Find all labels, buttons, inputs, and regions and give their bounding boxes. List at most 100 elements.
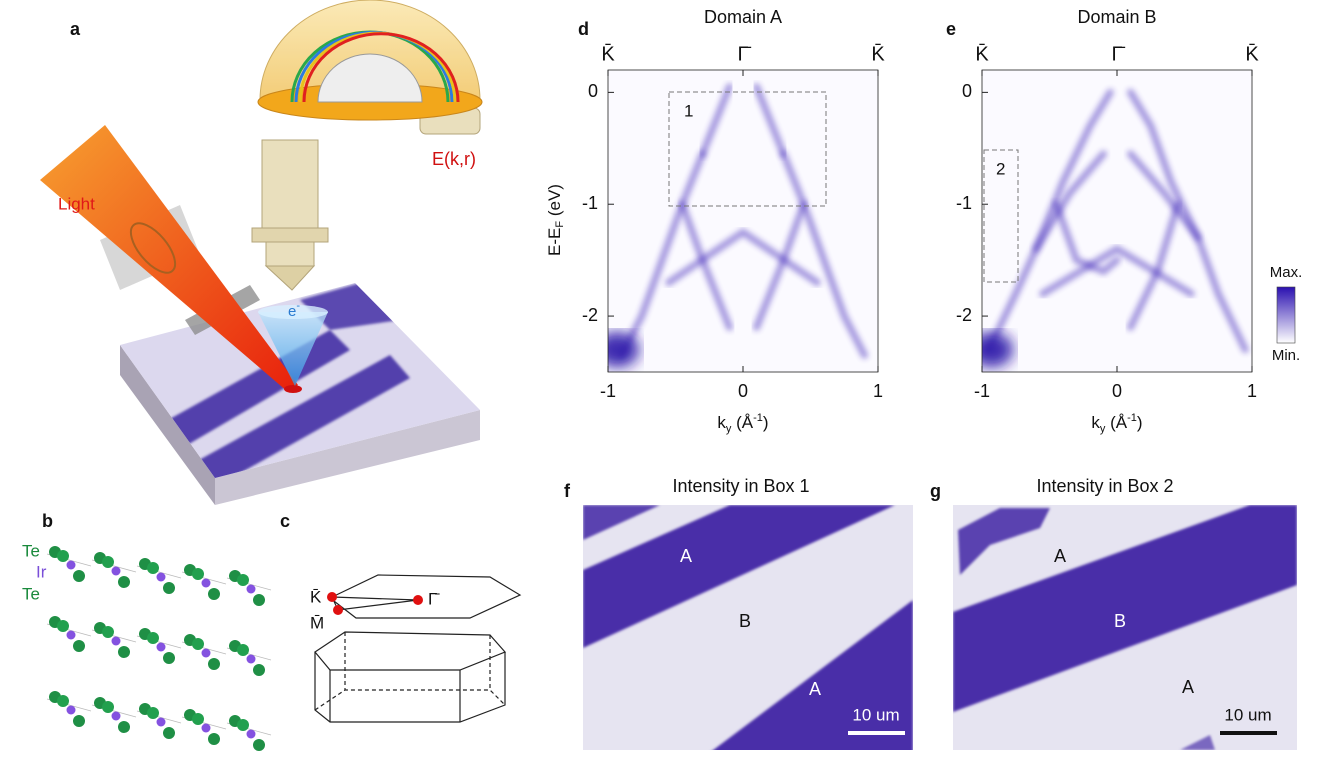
crystal-structure (46, 546, 272, 751)
bz-path (331, 596, 419, 611)
x-tick-label: -1 (600, 381, 616, 401)
symmetry-label: K̄ (975, 42, 989, 65)
band (665, 227, 821, 287)
panel-label: e (946, 19, 956, 39)
panel-label: b (42, 511, 53, 531)
analyzer-column (261, 139, 319, 231)
te-atom (237, 719, 249, 731)
te-atom (163, 727, 175, 739)
point-label: M̄ (310, 613, 324, 632)
band (1032, 150, 1107, 253)
y-tick-label: 0 (962, 81, 972, 101)
panel-title: Domain A (704, 7, 782, 27)
domain-stripe (583, 505, 895, 648)
band (985, 88, 1114, 354)
beam-spot (284, 385, 302, 393)
panel-label: f (564, 481, 571, 501)
label-sub: y (1100, 423, 1106, 435)
box-1 (668, 91, 827, 207)
band (1127, 88, 1249, 354)
symmetry-label: Γ̄ (737, 43, 751, 65)
point-label: K̄ (310, 587, 322, 606)
te-atom (118, 576, 130, 588)
symmetry-label: K̄ (601, 42, 615, 65)
label-sub: F (554, 221, 566, 228)
domain-label: B (1114, 611, 1126, 631)
arpes-map (608, 70, 878, 372)
x-tick-label: 1 (873, 381, 883, 401)
panel-label: c (280, 511, 290, 531)
label-unit: (Å (1105, 413, 1127, 432)
m-point (333, 605, 343, 615)
colorbar-max: Max. (1270, 264, 1303, 281)
ir-atom (156, 642, 166, 652)
point-label: Γ̄ (428, 589, 440, 608)
te-atom (102, 626, 114, 638)
ir-atom (246, 584, 256, 594)
ir-atom (111, 636, 121, 646)
sample-side (215, 410, 480, 505)
map-background (982, 70, 1252, 372)
ir-atom (66, 630, 76, 640)
ir-atom (201, 723, 211, 733)
electron-cone (258, 312, 328, 386)
te-atom (118, 646, 130, 658)
symmetry-label: Γ̄ (1111, 43, 1125, 65)
band (1039, 244, 1195, 298)
intensity-blob (608, 331, 640, 368)
ir-atom (156, 572, 166, 582)
box-2 (983, 149, 1019, 283)
y-axis-label: E-EF (eV) (545, 184, 565, 256)
y-tick-label: 0 (588, 81, 598, 101)
electron-label: e- (288, 300, 300, 320)
box-label: 2 (996, 159, 1005, 178)
map-background (608, 70, 878, 372)
box-label: 1 (684, 101, 693, 120)
ir-atom (111, 566, 121, 576)
colorbar-min: Min. (1272, 347, 1300, 364)
domain-stripe (583, 505, 660, 540)
panel-title: Domain B (1077, 7, 1156, 27)
domain-label: B (739, 611, 751, 631)
domain-label: A (680, 546, 692, 566)
domain-label: A (809, 679, 821, 699)
atom-label: Te (22, 541, 40, 560)
surface-bz (328, 574, 522, 619)
ir-atom (156, 717, 166, 727)
panel-label: d (578, 19, 589, 39)
te-atom (147, 632, 159, 644)
energy-label: E(k,r) (432, 149, 476, 169)
symmetry-label: K̄ (871, 42, 885, 65)
te-atom (163, 652, 175, 664)
bulk-bz-hidden (314, 689, 506, 711)
te-atom (57, 550, 69, 562)
brillouin-zone (314, 574, 522, 723)
x-tick-label: -1 (974, 381, 990, 401)
te-atom (192, 713, 204, 725)
band (618, 150, 706, 359)
arpes-map (982, 70, 1252, 372)
te-atom (237, 574, 249, 586)
label-main: E-E (545, 228, 564, 256)
band (1127, 150, 1202, 242)
band (780, 150, 868, 359)
te-atom (253, 664, 265, 676)
ir-atom (201, 648, 211, 658)
ir-atom (66, 560, 76, 570)
analyzer-column (265, 241, 315, 267)
panel-label: g (930, 481, 941, 501)
panel-label: a (70, 19, 81, 39)
electron-cone (258, 305, 328, 319)
te-atom (163, 582, 175, 594)
te-atom (118, 721, 130, 733)
label-main: k (717, 413, 726, 432)
symmetry-label: K̄ (1245, 42, 1259, 65)
atom-label: Ir (36, 562, 47, 581)
te-atom (192, 568, 204, 580)
scale-label: 10 um (852, 705, 899, 724)
x-axis-label: ky (Å-1) (717, 412, 768, 435)
domain-stripe (713, 600, 913, 750)
label-sub: y (726, 423, 732, 435)
domain-stripe (958, 508, 1050, 575)
te-atom (253, 739, 265, 751)
